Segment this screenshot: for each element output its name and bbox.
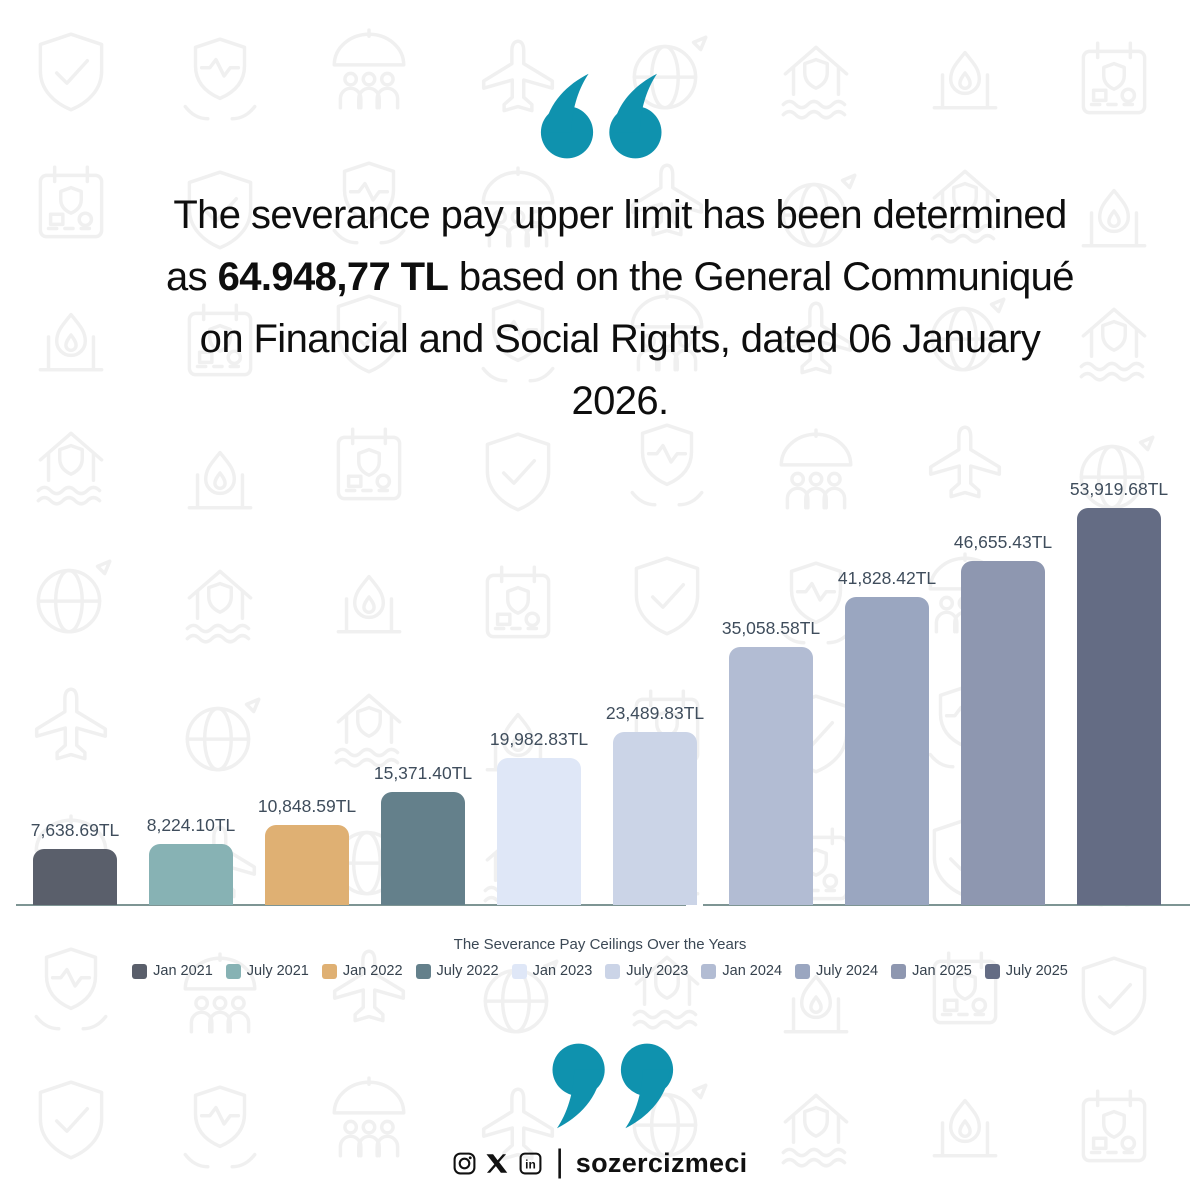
house-flood-icon xyxy=(618,941,716,1039)
legend-swatch xyxy=(321,963,337,979)
legend-swatch xyxy=(132,963,148,979)
umbrella-people-icon xyxy=(320,24,418,122)
quote-part1: The severance pay upper limit has been d… xyxy=(166,193,1067,299)
legend-item-jan-2022: Jan 2022 xyxy=(321,963,403,979)
bar-chart: 7,638.69TL 8,224.10TL 10,848.59TL 15,371.40… xyxy=(0,470,1200,906)
calendar-shield-icon xyxy=(1065,31,1163,129)
brand-handle: sozercizmeci xyxy=(575,1147,748,1178)
bar-value-label-jan-2022: 10,848.59TL xyxy=(257,796,357,816)
legend-swatch xyxy=(415,963,431,979)
legend-swatch xyxy=(795,963,811,979)
bar-jan-2022 xyxy=(265,825,349,905)
plane-icon xyxy=(320,941,418,1039)
opening-quote-icon xyxy=(540,72,666,162)
closing-quote-icon xyxy=(548,1040,674,1130)
gas-fire-icon xyxy=(22,286,120,384)
bar-jan-2025 xyxy=(961,561,1045,905)
linkedin-icon[interactable]: in xyxy=(518,1151,543,1176)
calendar-shield-icon xyxy=(22,155,120,253)
legend-item-july-2023: July 2023 xyxy=(605,963,688,979)
bar-value-label-july-2022: 15,371.40TL xyxy=(373,763,473,783)
bar-july-2022 xyxy=(381,792,465,905)
legend-item-jan-2024: Jan 2024 xyxy=(701,963,782,979)
legend-label: July 2022 xyxy=(436,963,499,979)
legend-label: July 2025 xyxy=(1005,963,1068,979)
legend-label: July 2023 xyxy=(626,963,689,979)
legend-label: July 2021 xyxy=(246,963,309,979)
bar-value-label-july-2025: 53,919.68TL xyxy=(1069,479,1169,499)
bar-july-2023 xyxy=(613,732,697,905)
house-flood-icon xyxy=(767,31,865,129)
legend-item-july-2025: July 2025 xyxy=(984,963,1068,979)
chart-title: The Severance Pay Ceilings Over the Year… xyxy=(453,936,747,953)
heart-shield-hands-icon xyxy=(22,941,120,1039)
bar-jan-2024 xyxy=(729,647,813,905)
legend-swatch xyxy=(605,963,621,979)
legend-label: Jan 2021 xyxy=(153,963,213,979)
legend-swatch xyxy=(984,963,1000,979)
bar-value-label-jan-2021: 7,638.69TL xyxy=(30,820,120,840)
legend-label: Jan 2022 xyxy=(342,963,403,979)
bar-july-2024 xyxy=(845,597,929,905)
footer: in | sozercizmeci xyxy=(0,1143,1200,1179)
bar-value-label-jan-2023: 19,982.83TL xyxy=(489,729,589,749)
svg-text:in: in xyxy=(526,1157,537,1171)
calendar-shield-icon xyxy=(916,941,1014,1039)
quote-text: The severance pay upper limit has been d… xyxy=(160,184,1080,432)
bar-july-2021 xyxy=(149,844,233,905)
gas-fire-icon xyxy=(916,24,1014,122)
bar-value-label-july-2024: 41,828.42TL xyxy=(837,568,937,588)
bar-jan-2021 xyxy=(33,849,117,905)
legend-label: Jan 2024 xyxy=(722,963,783,979)
chart-legend: Jan 2021 July 2021 Jan 2022 July 2022 Jan 20… xyxy=(0,963,1200,979)
legend-swatch xyxy=(225,963,241,979)
bar-value-label-july-2021: 8,224.10TL xyxy=(146,815,236,835)
legend-item-july-2022: July 2022 xyxy=(415,963,499,979)
legend-item-july-2021: July 2021 xyxy=(225,963,309,979)
quote-part2: based on the General Communiqué on Finan… xyxy=(199,255,1075,423)
legend-item-jan-2025: Jan 2025 xyxy=(891,963,972,979)
x-icon[interactable] xyxy=(486,1152,509,1175)
bar-value-label-jan-2024: 35,058.58TL xyxy=(721,618,821,638)
legend-item-jan-2023: Jan 2023 xyxy=(511,963,593,979)
legend-item-july-2024: July 2024 xyxy=(795,963,878,979)
legend-label: July 2024 xyxy=(816,963,879,979)
legend-label: Jan 2025 xyxy=(912,963,972,979)
bar-jan-2023 xyxy=(497,758,581,905)
legend-item-jan-2021: Jan 2021 xyxy=(132,963,213,979)
x-axis-segment-left xyxy=(16,904,686,906)
heart-shield-hands-icon xyxy=(171,31,269,129)
bar-july-2025 xyxy=(1077,508,1161,905)
legend-swatch xyxy=(511,963,527,979)
x-axis-segment-right xyxy=(703,904,1190,906)
legend-swatch xyxy=(701,963,717,979)
legend-swatch xyxy=(891,963,907,979)
bar-value-label-jan-2025: 46,655.43TL xyxy=(953,532,1053,552)
bar-value-label-july-2023: 23,489.83TL xyxy=(605,703,705,723)
shield-check-icon xyxy=(22,24,120,122)
quote-highlight-amount: 64.948,77 TL xyxy=(217,255,449,299)
footer-separator: | xyxy=(555,1143,564,1179)
legend-label: Jan 2023 xyxy=(532,963,593,979)
instagram-icon[interactable] xyxy=(452,1151,477,1176)
